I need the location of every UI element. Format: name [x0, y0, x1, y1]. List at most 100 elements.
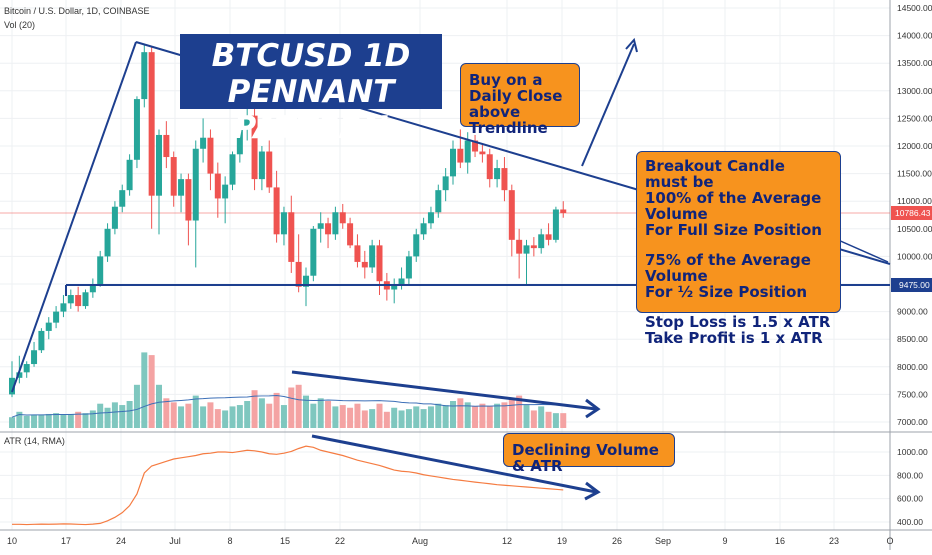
volume-bar [317, 398, 324, 428]
candle [530, 237, 537, 257]
candle [552, 206, 559, 243]
candle-body [126, 159, 133, 191]
candle [405, 250, 412, 284]
volume-bar [229, 406, 236, 428]
candle [435, 184, 442, 218]
time-tick-label: Jul [169, 536, 181, 546]
rules-line2: 100% of the Average Volume [645, 189, 822, 223]
candle-body [420, 223, 427, 235]
candle [383, 272, 390, 301]
volume-bar [516, 395, 523, 428]
candle [141, 43, 148, 108]
candle-body [552, 209, 559, 240]
volume-bar [369, 409, 376, 428]
atr-tick-label: 1000.00 [897, 447, 928, 457]
candle [214, 162, 221, 218]
candle-body [413, 234, 420, 257]
candle [398, 267, 405, 290]
candle-body [89, 284, 96, 293]
candle-body [288, 212, 295, 262]
volume-bar [494, 403, 501, 428]
candle-body [192, 148, 199, 221]
candle-body [23, 364, 30, 373]
volume-bar [413, 406, 420, 428]
candle-body [133, 99, 140, 160]
candle-body [530, 245, 537, 249]
candle-body [38, 330, 45, 351]
candle-body [560, 209, 567, 213]
volume-bar [148, 355, 155, 428]
candle-body [442, 176, 449, 191]
candle [23, 361, 30, 378]
price-tick-label: 10500.00 [897, 224, 932, 234]
volume-bar [339, 405, 346, 428]
support-price-tag [891, 278, 932, 292]
candle-body [82, 292, 89, 307]
candle [156, 129, 162, 235]
candle-body [457, 148, 464, 163]
candle [148, 46, 155, 229]
volume-bar [486, 406, 493, 428]
buy-line1: Buy on a [469, 71, 543, 89]
candle-body [141, 52, 148, 100]
candle-body [45, 322, 52, 331]
time-tick-label: 16 [775, 536, 785, 546]
time-tick-label: 8 [227, 536, 232, 546]
candle-body [545, 234, 552, 240]
candle-body [339, 212, 346, 224]
candle-body [435, 190, 442, 213]
candle-body [295, 261, 302, 287]
atr-tick-label: 800.00 [897, 470, 923, 480]
candle [97, 250, 104, 287]
volume-bar [185, 403, 192, 428]
volume-bar [82, 413, 89, 428]
candle [545, 223, 552, 246]
candle-body [258, 151, 265, 180]
candle-body [207, 137, 214, 174]
volume-bar [273, 392, 280, 428]
volume-bar [16, 411, 23, 428]
price-tick-label: 14000.00 [897, 31, 932, 41]
volume-bar [222, 410, 229, 428]
candle-body [332, 212, 339, 235]
volume-bar [442, 405, 449, 428]
candle [178, 173, 185, 213]
volume-bar [31, 414, 38, 428]
candle [163, 121, 170, 169]
volume-bar [266, 403, 273, 428]
candle-body [178, 179, 185, 196]
candle-body [251, 115, 258, 180]
volume-bar [38, 415, 45, 428]
volume-bar [354, 403, 361, 428]
candle [31, 341, 38, 367]
candle-body [427, 212, 434, 224]
pattern-title-line2: PENNANT PATTERN [227, 74, 395, 146]
breakout-arrow-head [625, 37, 638, 53]
volume-bar [391, 407, 398, 428]
candle-body [398, 278, 405, 284]
volume-bar [435, 403, 442, 428]
candle-body [280, 212, 287, 235]
buy-line3: above Trendline [469, 103, 548, 137]
candle [486, 148, 493, 188]
candle [170, 151, 177, 207]
volume-bar [545, 411, 552, 428]
candle-body [405, 256, 412, 279]
pattern-title-box: BTCUSD 1D PENNANT PATTERN [180, 34, 442, 146]
atr-layer [12, 445, 564, 526]
volume-bar [170, 402, 177, 428]
volume-indicator-label: Vol (20) [4, 20, 35, 30]
candle-body [185, 179, 192, 221]
candle [273, 170, 280, 243]
volume-bar [376, 403, 383, 428]
time-tick-label: 19 [557, 536, 567, 546]
candle [119, 184, 126, 213]
candle [413, 228, 420, 262]
volume-bar [23, 415, 30, 428]
candle [200, 118, 207, 163]
volume-bar [303, 395, 309, 428]
volume-bar [295, 384, 302, 428]
candle-body [244, 115, 251, 130]
candle-body [148, 52, 155, 196]
candle [427, 206, 434, 229]
